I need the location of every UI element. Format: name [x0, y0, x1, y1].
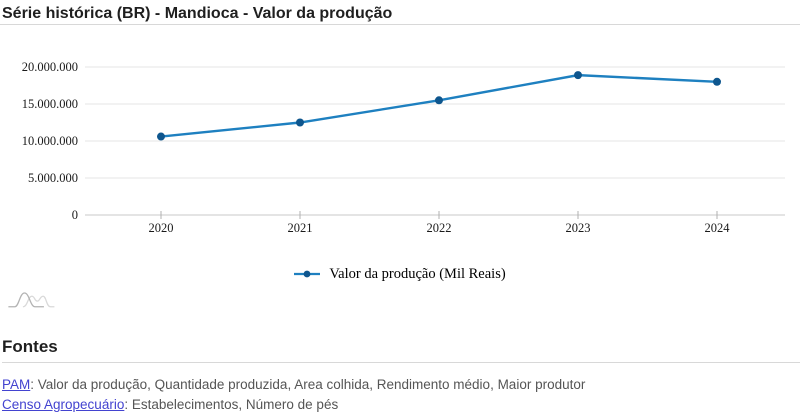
x-tick-label: 2021 — [288, 221, 313, 235]
amcharts-logo-icon[interactable] — [6, 289, 56, 310]
data-point[interactable] — [713, 77, 721, 86]
chart-legend: Valor da produção (Mil Reais) — [0, 265, 800, 283]
x-tick-label: 2024 — [705, 221, 731, 235]
legend-item[interactable]: Valor da produção (Mil Reais) — [294, 265, 506, 283]
y-tick-label: 5.000.000 — [28, 171, 78, 185]
legend-label: Valor da produção (Mil Reais) — [329, 266, 506, 282]
fontes-heading: Fontes — [2, 337, 800, 363]
censo-agropecuario-link[interactable]: Censo Agropecuário — [2, 397, 125, 412]
line-chart: 20.000.000 15.000.000 10.000.000 5.000.000 0… — [22, 60, 785, 235]
fontes-section: Fontes PAM: Valor da produção, Quantidad… — [0, 337, 800, 415]
data-point[interactable] — [435, 96, 443, 105]
data-point[interactable] — [574, 71, 582, 80]
page-header: Série histórica (BR) - Mandioca - Valor … — [0, 0, 800, 25]
series-line — [160, 73, 718, 138]
x-tick-label: 2023 — [566, 221, 591, 235]
data-point[interactable] — [296, 118, 304, 127]
x-tick-label: 2020 — [149, 221, 174, 235]
data-point[interactable] — [157, 132, 165, 141]
y-tick-label: 0 — [72, 208, 78, 222]
source-row-censo: Censo Agropecuário: Estabelecimentos, Nú… — [2, 395, 800, 415]
pam-description: : Valor da produção, Quantidade produzid… — [30, 377, 586, 392]
censo-description: : Estabelecimentos, Número de pés — [124, 397, 339, 412]
legend-marker-icon — [294, 270, 321, 278]
x-tick-label: 2022 — [427, 221, 452, 235]
pam-link[interactable]: PAM — [2, 377, 31, 392]
source-row-pam: PAM: Valor da produção, Quantidade produ… — [2, 375, 800, 395]
y-tick-label: 10.000.000 — [22, 134, 78, 148]
y-tick-label: 20.000.000 — [22, 60, 78, 74]
page-title: Série histórica (BR) - Mandioca - Valor … — [2, 5, 393, 22]
y-tick-label: 15.000.000 — [22, 97, 78, 111]
sources-list: PAM: Valor da produção, Quantidade produ… — [2, 375, 800, 415]
